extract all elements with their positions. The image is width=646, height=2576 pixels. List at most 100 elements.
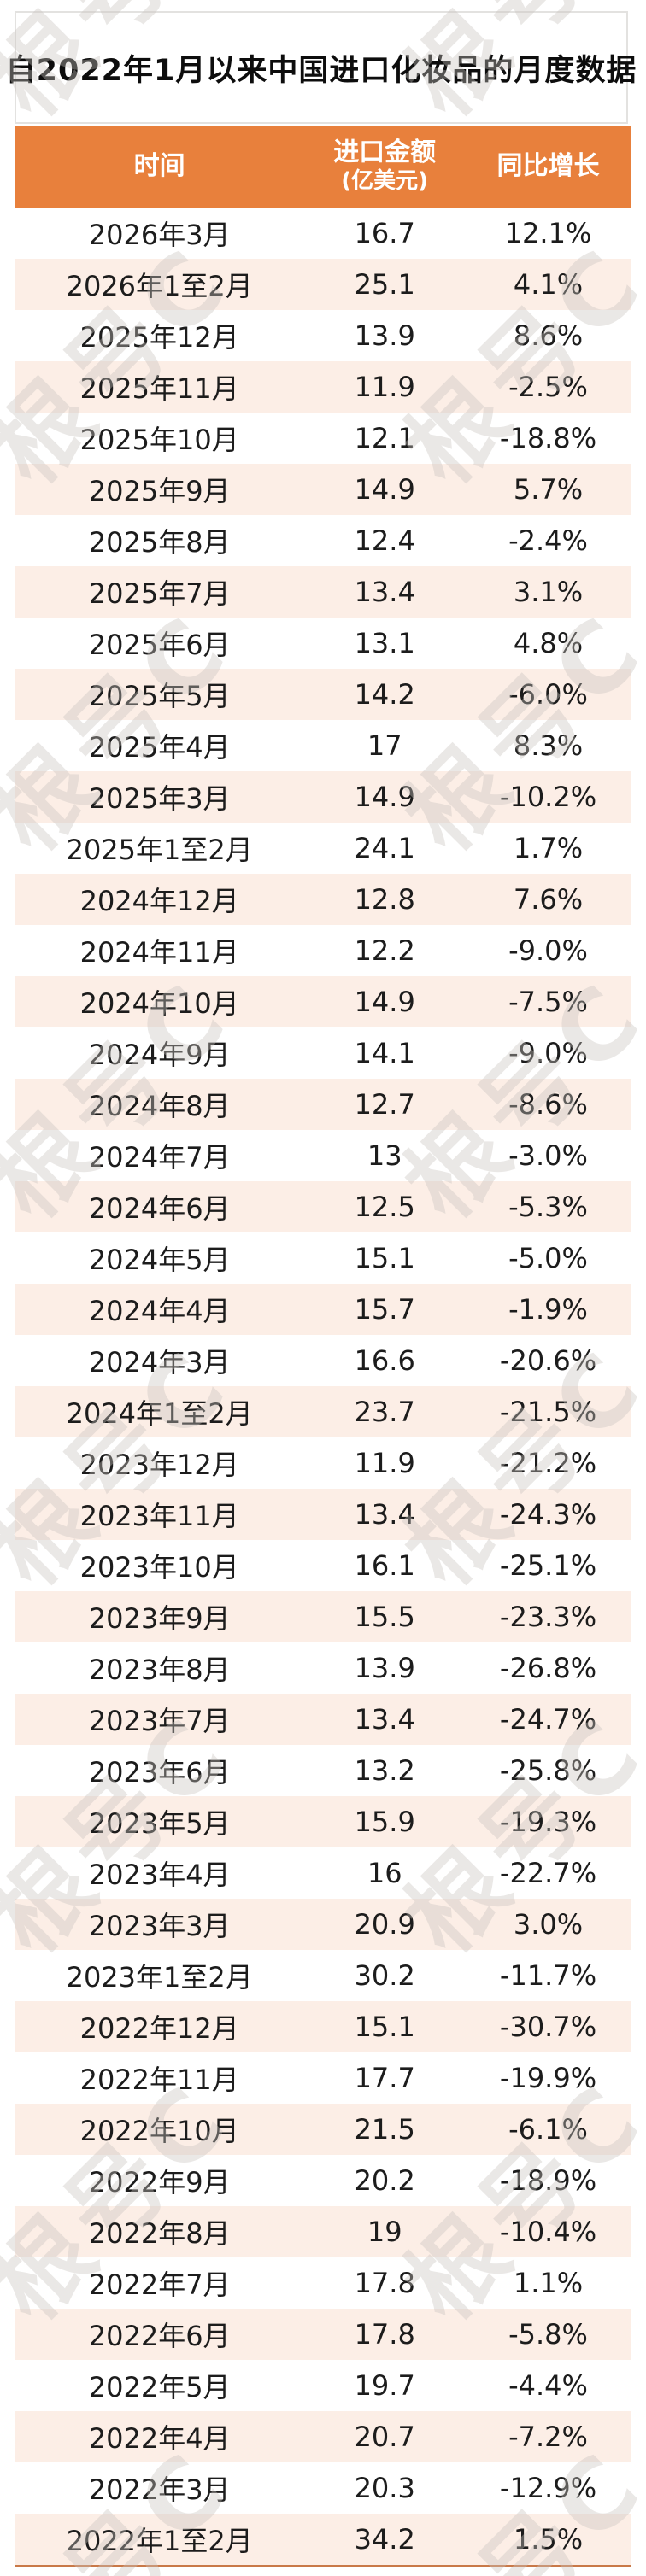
cell-period: 2024年1至2月 [66,1397,253,1430]
cell-amount: 21.5 [354,2113,415,2146]
cell-amount: 20.3 [354,2472,415,2504]
cell-period: 2025年9月 [88,475,231,507]
table-row: 2022年3月 20.3 -12.9% [15,2462,631,2514]
cell-amount: 13.2 [354,1754,415,1787]
cell-amount: 16 [367,1857,402,1889]
table-row: 2024年6月 12.5 -5.3% [15,1181,631,1232]
cell-yoy: -18.8% [499,422,597,454]
cell-period: 2022年9月 [88,2166,231,2198]
cell-period: 2022年12月 [79,2012,239,2045]
cell-amount: 13.9 [354,319,415,352]
cell-amount: 16.6 [354,1344,415,1377]
cell-period: 2022年7月 [88,2269,231,2301]
table-row: 2025年1至2月 24.1 1.7% [15,823,631,874]
table-row: 2023年6月 13.2 -25.8% [15,1745,631,1796]
cell-yoy: -5.8% [508,2318,588,2351]
table-row: 2024年4月 15.7 -1.9% [15,1284,631,1335]
cell-yoy: -9.0% [508,934,588,967]
table-row: 2024年9月 14.1 -9.0% [15,1027,631,1079]
table-row: 2022年10月 21.5 -6.1% [15,2104,631,2155]
table-row: 2025年6月 13.1 4.8% [15,618,631,669]
cell-period: 2024年5月 [88,1244,231,1276]
cell-period: 2022年6月 [88,2320,231,2352]
table-row: 2025年3月 14.9 -10.2% [15,771,631,823]
cell-period: 2025年7月 [88,577,231,610]
cell-amount: 20.2 [354,2164,415,2197]
cell-yoy: -18.9% [499,2164,597,2197]
cell-period: 2023年3月 [88,1910,231,1942]
table-row: 2024年1至2月 23.7 -21.5% [15,1386,631,1437]
table-row: 2024年8月 12.7 -8.6% [15,1079,631,1130]
table-row: 2026年3月 16.7 12.1% [15,208,631,259]
cell-amount: 34.2 [354,2523,415,2556]
cell-amount: 13.9 [354,1652,415,1684]
table-row: 2026年1至2月 25.1 4.1% [15,259,631,310]
cell-amount: 23.7 [354,1396,415,1428]
table-row: 2023年5月 15.9 -19.3% [15,1796,631,1847]
cell-yoy: 8.3% [513,729,584,762]
cell-period: 2024年11月 [79,936,239,969]
cell-yoy: -4.4% [508,2369,588,2402]
cell-yoy: -23.3% [499,1601,597,1633]
cell-amount: 15.7 [354,1293,415,1326]
table-row: 2025年11月 11.9 -2.5% [15,361,631,413]
cell-yoy: -20.6% [499,1344,597,1377]
cell-yoy: -8.6% [508,1088,588,1121]
cell-period: 2025年8月 [88,526,231,559]
cell-period: 2025年10月 [79,424,239,456]
table-bottom-border [15,2565,631,2567]
cell-period: 2022年1至2月 [66,2525,253,2557]
cell-period: 2022年10月 [79,2115,239,2147]
cell-yoy: 1.7% [513,832,584,864]
page-title: 自2022年1月以来中国进口化妆品的月度数据 [5,53,637,88]
table-row: 2022年6月 17.8 -5.8% [15,2309,631,2360]
cell-yoy: -30.7% [499,2011,597,2043]
cell-amount: 17.8 [354,2267,415,2299]
cell-amount: 14.9 [354,986,415,1018]
cell-period: 2022年4月 [88,2422,231,2455]
cell-period: 2023年4月 [88,1859,231,1891]
cell-period: 2023年8月 [88,1654,231,1686]
cell-yoy: 5.7% [513,473,584,506]
cell-yoy: -11.7% [499,1959,597,1992]
cell-period: 2023年1至2月 [66,1961,253,1993]
table-row: 2024年12月 12.8 7.6% [15,874,631,925]
cell-period: 2023年9月 [88,1602,231,1635]
cell-amount: 15.9 [354,1806,415,1838]
table-row: 2023年9月 15.5 -23.3% [15,1591,631,1642]
cell-period: 2024年6月 [88,1192,231,1225]
cell-yoy: -2.5% [508,371,588,403]
cell-yoy: -21.5% [499,1396,597,1428]
cell-yoy: -25.8% [499,1754,597,1787]
cell-amount: 19.7 [354,2369,415,2402]
cell-amount: 12.1 [354,422,415,454]
cell-period: 2022年5月 [88,2371,231,2403]
table-row: 2022年11月 17.7 -19.9% [15,2052,631,2104]
title-box: 自2022年1月以来中国进口化妆品的月度数据 [6,11,636,124]
cell-amount: 20.7 [354,2421,415,2453]
cell-yoy: -25.1% [499,1549,597,1582]
cell-period: 2024年7月 [88,1141,231,1174]
cell-amount: 19 [367,2216,402,2248]
cell-yoy: -19.9% [499,2062,597,2094]
cell-amount: 16.1 [354,1549,415,1582]
cell-yoy: -6.0% [508,678,588,711]
table-row: 2023年4月 16 -22.7% [15,1847,631,1899]
table-row: 2023年12月 11.9 -21.2% [15,1437,631,1489]
cell-yoy: -7.2% [508,2421,588,2453]
cell-amount: 12.4 [354,524,415,557]
column-header-time: 时间 [15,126,304,208]
cell-amount: 12.2 [354,934,415,967]
cell-yoy: -26.8% [499,1652,597,1684]
cell-amount: 17.8 [354,2318,415,2351]
cell-yoy: -1.9% [508,1293,588,1326]
table-row: 2023年1至2月 30.2 -11.7% [15,1950,631,2001]
cell-amount: 15.1 [354,1242,415,1274]
cell-period: 2025年12月 [79,321,239,354]
table-row: 2025年5月 14.2 -6.0% [15,669,631,720]
table-row: 2022年12月 15.1 -30.7% [15,2001,631,2052]
cell-amount: 13 [367,1139,402,1172]
table-row: 2022年4月 20.7 -7.2% [15,2411,631,2462]
cell-amount: 30.2 [354,1959,415,1992]
